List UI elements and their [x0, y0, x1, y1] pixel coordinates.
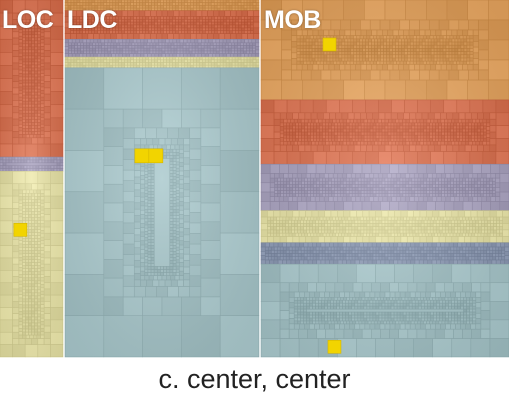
panel-shading	[65, 0, 259, 357]
treemap-panels	[0, 0, 509, 358]
highlight-cell	[148, 148, 164, 164]
panel-loc	[0, 0, 64, 358]
highlight-cell	[134, 148, 150, 164]
panel-mob	[260, 0, 509, 358]
panel-ldc	[64, 0, 260, 358]
panel-shading	[0, 0, 63, 357]
highlight-cell	[13, 223, 28, 237]
